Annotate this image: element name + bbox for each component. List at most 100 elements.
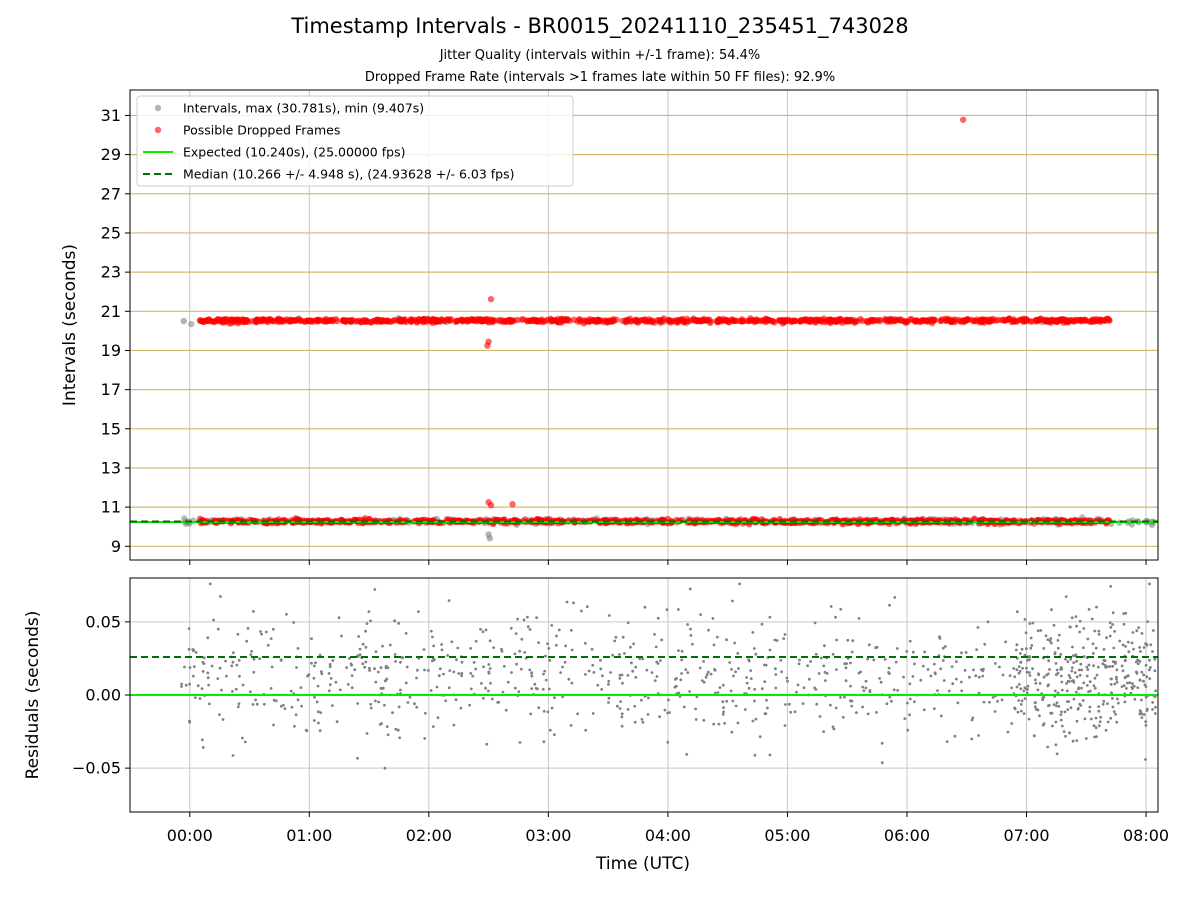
residual-point (1020, 647, 1024, 651)
residual-point (738, 582, 741, 586)
residual-point (688, 587, 692, 591)
residual-point (294, 713, 298, 717)
residual-point (1025, 670, 1029, 674)
dropped-frame-point (279, 317, 286, 324)
residual-point (620, 673, 624, 677)
residual-point (736, 721, 740, 725)
residual-point (1016, 710, 1020, 714)
residual-point (572, 601, 575, 605)
residual-point (1111, 611, 1115, 615)
residual-point (631, 669, 635, 673)
residual-point (224, 659, 228, 663)
residual-point (504, 708, 508, 712)
residual-point (839, 607, 843, 611)
residual-point (272, 698, 276, 702)
residual-point (1094, 646, 1098, 650)
residual-point (406, 701, 410, 704)
residual-point (905, 650, 909, 653)
residual-point (694, 707, 697, 711)
residual-point (459, 706, 463, 710)
residual-point (198, 697, 202, 700)
dropped-frame-point (665, 317, 673, 324)
residual-point (212, 618, 216, 622)
residual-point (1078, 619, 1082, 623)
residual-point (736, 652, 740, 655)
residual-point (643, 605, 647, 609)
residual-point (590, 647, 594, 651)
residual-point (200, 687, 204, 690)
residual-point (1023, 653, 1027, 657)
legend-entry-label: Intervals, max (30.781s), min (9.407s) (183, 101, 424, 116)
dropped-frame-point (443, 316, 451, 323)
x-tick-label: 04:00 (645, 826, 691, 845)
legend-box (136, 95, 574, 187)
residual-point (404, 632, 408, 635)
dropped-frame-point (627, 318, 634, 325)
residual-point (1113, 630, 1116, 633)
residual-point (1093, 676, 1097, 680)
residual-point (1097, 629, 1101, 633)
residual-point (1082, 655, 1086, 658)
residual-point (315, 700, 319, 704)
dropped-frame-point (844, 317, 852, 324)
residual-point (487, 689, 490, 693)
dropped-frame-point (897, 317, 904, 324)
x-tick-label: 08:00 (1123, 826, 1169, 845)
residual-point (908, 713, 911, 717)
residual-point (991, 696, 995, 699)
residual-point (879, 680, 883, 684)
residual-point (660, 638, 664, 642)
residual-point (236, 705, 240, 709)
residual-point (1038, 682, 1042, 685)
residual-point (1062, 730, 1066, 733)
residual-point (1124, 611, 1128, 615)
dropped-frame-point (648, 317, 656, 324)
residual-point (1111, 623, 1114, 626)
residual-point (1017, 665, 1021, 668)
residual-point (620, 715, 624, 719)
residual-point (1037, 672, 1040, 676)
dropped-frame-point (479, 317, 486, 324)
residual-point (878, 677, 881, 680)
residual-point (216, 677, 220, 680)
residual-point (1147, 668, 1151, 672)
residual-point (310, 637, 313, 641)
residual-point (689, 634, 693, 637)
residual-point (722, 710, 725, 714)
residual-point (269, 637, 273, 640)
residual-point (993, 662, 997, 665)
residual-point (689, 627, 692, 631)
residual-point (1099, 715, 1102, 719)
residual-point (953, 734, 957, 738)
residual-point (883, 658, 887, 661)
dropped-frame-point (733, 317, 740, 324)
residual-point (1086, 668, 1090, 671)
dropped-frame-point (928, 318, 935, 325)
residual-point (314, 661, 317, 665)
residual-point (376, 670, 380, 674)
residual-point (1097, 709, 1101, 713)
residual-point (1046, 638, 1050, 641)
dropped-frame-point (381, 317, 388, 324)
dropped-frame-point (348, 317, 355, 325)
residual-point (530, 671, 534, 675)
residual-point (839, 696, 842, 699)
residual-point (206, 636, 210, 640)
residual-point (479, 627, 482, 631)
residual-point (1135, 629, 1139, 633)
residual-point (725, 699, 729, 703)
residual-point (1078, 630, 1081, 634)
residual-point (555, 643, 558, 647)
residual-point (1072, 661, 1076, 664)
residual-point (1057, 705, 1061, 708)
residual-point (1066, 660, 1070, 664)
residual-point (667, 698, 670, 702)
residual-point (704, 675, 708, 679)
residual-point (530, 674, 534, 678)
residual-point (1086, 637, 1090, 641)
residual-point (1140, 632, 1144, 635)
dropped-frame-point (219, 317, 226, 324)
residual-point (397, 622, 401, 625)
residual-point (570, 681, 574, 685)
residual-point (1085, 684, 1089, 687)
